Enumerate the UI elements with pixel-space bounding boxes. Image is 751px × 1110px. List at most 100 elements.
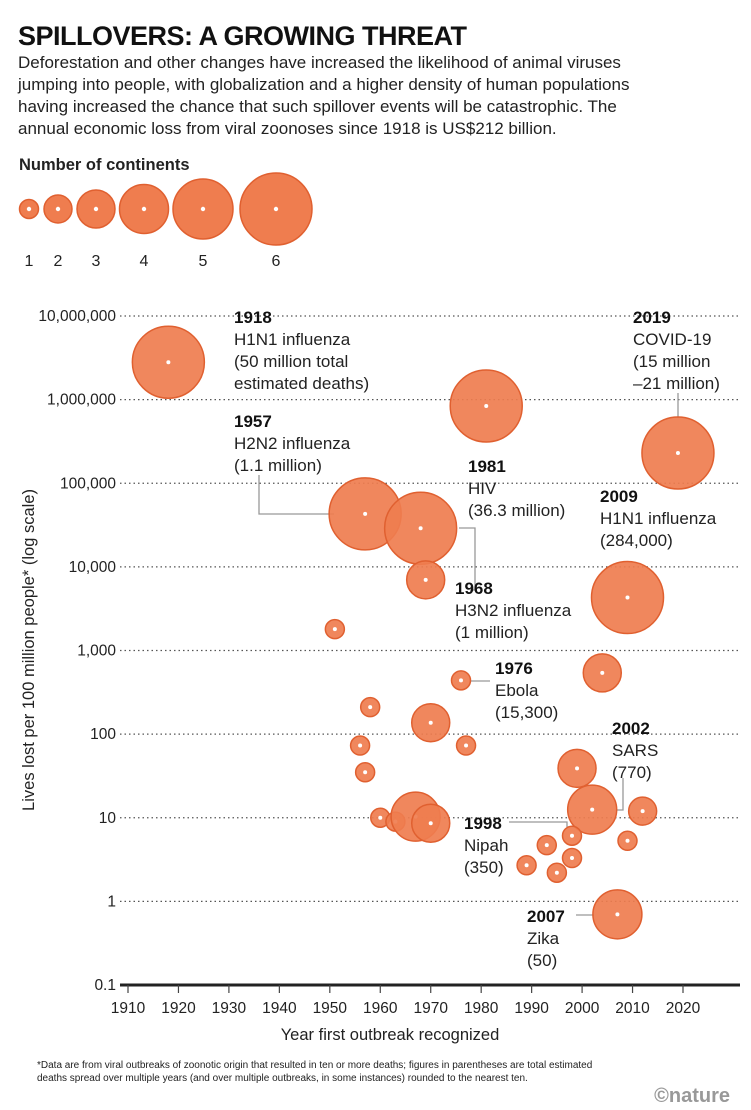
legend-title: Number of continents bbox=[19, 156, 190, 174]
bubble-center-dot bbox=[554, 870, 559, 875]
annotation-text: estimated deaths) bbox=[234, 374, 369, 393]
bubble-center-dot bbox=[675, 451, 680, 456]
annotation-year: 1957 bbox=[234, 412, 272, 431]
bubble-1958 bbox=[359, 696, 381, 718]
annotation-1998: 1998 Nipah (350) bbox=[464, 814, 508, 877]
bubble-center-dot bbox=[590, 807, 595, 812]
annotation-text: H2N2 influenza bbox=[234, 434, 351, 453]
bubble-1977 bbox=[455, 735, 477, 756]
x-tick-label: 1960 bbox=[363, 1000, 398, 1017]
legend-center-dot bbox=[93, 206, 99, 212]
annotations: 1918 H1N1 influenza (50 million total estim… bbox=[234, 308, 720, 970]
annotation-text: (350) bbox=[464, 858, 504, 877]
annotation-text: Nipah bbox=[464, 836, 508, 855]
footnote-line: *Data are from viral outbreaks of zoonot… bbox=[37, 1060, 592, 1071]
annotation-text: Ebola bbox=[495, 681, 539, 700]
bubble-1976 bbox=[450, 670, 472, 691]
legend-item-1: 1 bbox=[18, 198, 40, 270]
bubble-1918 bbox=[131, 325, 206, 399]
bubble-center-dot bbox=[524, 863, 529, 868]
annotation-text: (770) bbox=[612, 763, 652, 782]
bubble-1998 bbox=[561, 825, 583, 846]
bubble-center-dot bbox=[484, 403, 489, 408]
annotation-text: (36.3 million) bbox=[468, 501, 565, 520]
annotation-2019: 2019 COVID-19 (15 million –21 million) bbox=[633, 308, 720, 393]
annotation-text: (1 million) bbox=[455, 623, 529, 642]
annotation-year: 2009 bbox=[600, 487, 638, 506]
legend-label: 6 bbox=[272, 253, 281, 270]
y-tick-label: 0.1 bbox=[94, 977, 116, 994]
legend-item-6: 6 bbox=[239, 172, 313, 270]
annotation-text: COVID-19 bbox=[633, 330, 711, 349]
legend-center-dot bbox=[55, 206, 61, 212]
bubble-2012 bbox=[627, 796, 658, 826]
x-tick-label: 1950 bbox=[313, 1000, 348, 1017]
annotation-text: H1N1 influenza bbox=[234, 330, 351, 349]
annotation-text: Zika bbox=[527, 929, 560, 948]
annotation-1957: 1957 H2N2 influenza (1.1 million) bbox=[234, 412, 351, 475]
bubble-center-dot bbox=[625, 595, 630, 600]
bubble-center-dot bbox=[368, 705, 373, 710]
legend-item-5: 5 bbox=[172, 178, 234, 270]
x-tick-label: 2000 bbox=[565, 1000, 600, 1017]
annotation-text: (284,000) bbox=[600, 531, 673, 550]
bubble-center-dot bbox=[640, 809, 645, 814]
bubble-1970 bbox=[410, 803, 451, 843]
bubble-center-dot bbox=[418, 526, 423, 531]
y-tick-label: 10,000,000 bbox=[38, 308, 116, 325]
bubble-1999 bbox=[557, 748, 597, 789]
bubble-1989 bbox=[516, 855, 537, 876]
bubble-center-dot bbox=[575, 766, 580, 771]
annotation-year: 2019 bbox=[633, 308, 671, 327]
annotation-text: H3N2 influenza bbox=[455, 601, 572, 620]
bubble-center-dot bbox=[600, 670, 605, 675]
annotation-text: SARS bbox=[612, 741, 658, 760]
x-axis-label: Year first outbreak recognized bbox=[281, 1026, 500, 1044]
bubble-center-dot bbox=[544, 843, 549, 848]
legend-label: 4 bbox=[140, 253, 149, 270]
y-tick-label: 1,000,000 bbox=[47, 392, 116, 409]
annotation-text: (15,300) bbox=[495, 703, 558, 722]
bubble-1998 bbox=[561, 847, 583, 869]
annotation-year: 1998 bbox=[464, 814, 502, 833]
annotation-year: 1976 bbox=[495, 659, 533, 678]
bubble-center-dot bbox=[423, 577, 428, 582]
annotation-year: 1968 bbox=[455, 579, 493, 598]
bubble-1957 bbox=[354, 762, 376, 783]
bubble-center-dot bbox=[428, 720, 433, 725]
annotation-2009: 2009 H1N1 influenza (284,000) bbox=[600, 487, 717, 550]
annotation-text: H1N1 influenza bbox=[600, 509, 717, 528]
legend-center-dot bbox=[26, 206, 32, 212]
bubble-2009 bbox=[590, 560, 665, 635]
bubble-1951 bbox=[324, 618, 346, 640]
legend-item-4: 4 bbox=[118, 183, 170, 270]
legend-label: 1 bbox=[25, 253, 34, 270]
bubble-center-dot bbox=[459, 678, 463, 683]
bubble-1969 bbox=[405, 560, 446, 600]
legend-label: 3 bbox=[92, 253, 101, 270]
x-tick-label: 1920 bbox=[161, 1000, 196, 1017]
legend-center-dot bbox=[273, 206, 279, 212]
subtitle-line: jumping into people, with globalization … bbox=[17, 75, 629, 94]
y-tick-label: 1,000 bbox=[77, 643, 116, 660]
annotation-year: 1981 bbox=[468, 457, 506, 476]
bubble-center-dot bbox=[358, 743, 363, 748]
leader-lines bbox=[258, 393, 679, 916]
bubble-center-dot bbox=[378, 815, 383, 820]
annotation-text: –21 million) bbox=[633, 374, 720, 393]
bubble-center-dot bbox=[570, 833, 574, 838]
bubble-center-dot bbox=[464, 743, 469, 748]
x-tick-label: 1930 bbox=[212, 1000, 247, 1017]
x-tick-label: 2020 bbox=[666, 1000, 701, 1017]
bubble-1968 bbox=[383, 491, 458, 565]
y-tick-label: 100,000 bbox=[60, 475, 116, 492]
annotation-text: HIV bbox=[468, 479, 497, 498]
nature-logo: ©nature bbox=[654, 1085, 730, 1107]
subtitle-line: Deforestation and other changes have inc… bbox=[18, 53, 621, 72]
y-axis-label: Lives lost per 100 million people* (log … bbox=[20, 489, 38, 811]
legend-label: 2 bbox=[54, 253, 63, 270]
x-axis: 1910 1920 1930 1940 1950 1960 1970 1980 1990 2000… bbox=[111, 983, 740, 1017]
bubbles bbox=[131, 325, 715, 940]
annotation-text: (15 million bbox=[633, 352, 710, 371]
